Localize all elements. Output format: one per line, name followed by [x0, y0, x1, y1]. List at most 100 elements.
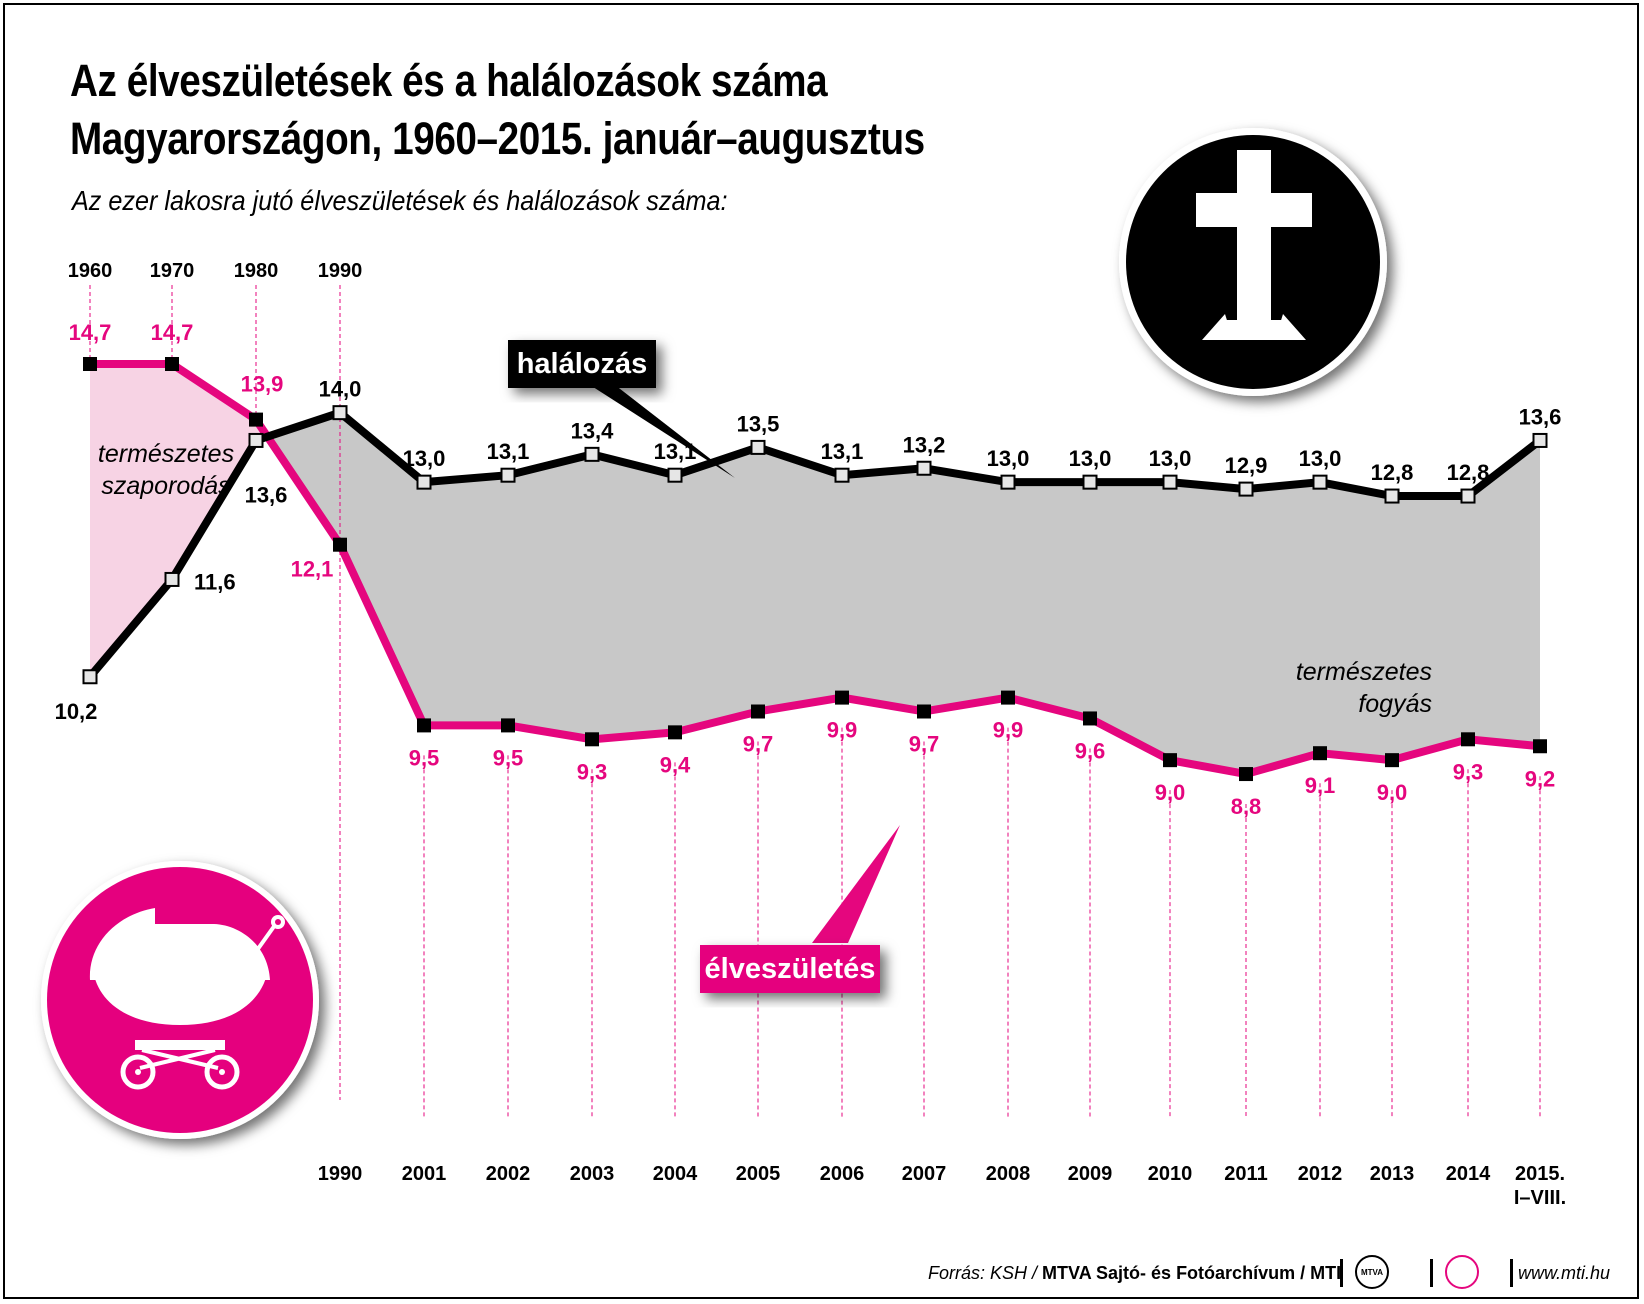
births-value-label: 9,9: [993, 718, 1024, 743]
births-value-label: 9,3: [1453, 759, 1484, 784]
deaths-point: [164, 571, 180, 587]
bottom-axis-label: 2005: [736, 1163, 781, 1185]
top-axis-label: 1980: [234, 260, 279, 282]
births-point: [1001, 690, 1015, 705]
deaths-point: [1162, 474, 1178, 490]
deaths-point: [248, 432, 264, 448]
deaths-value-label: 12,9: [1225, 453, 1268, 478]
elveszuletes-callout: élveszületés: [700, 825, 900, 993]
deaths-value-label: 13,6: [1519, 404, 1562, 429]
source-text: Forrás: KSH / MTVA Sajtó- és Fotóarchívu…: [928, 1263, 1341, 1284]
footer: Forrás: KSH / MTVA Sajtó- és Fotóarchívu…: [900, 1255, 1620, 1295]
deaths-value-label: 11,6: [194, 569, 236, 594]
natural-decrease-area: [267, 412, 1540, 775]
bottom-axis-label: 2014: [1446, 1163, 1491, 1185]
deaths-point: [1384, 488, 1400, 504]
births-value-label: 9,0: [1155, 780, 1186, 805]
deaths-value-label: 14,0: [319, 377, 362, 402]
bottom-axis-label: 2011: [1224, 1163, 1267, 1185]
deaths-point: [834, 467, 850, 483]
fogyas-label-2: fogyás: [1358, 690, 1432, 718]
births-point: [83, 357, 97, 371]
births-value-label: 14,7: [69, 320, 112, 345]
births-value-label: 9,0: [1377, 780, 1408, 805]
natural-increase-area: [90, 364, 268, 677]
bottom-axis-label: 2013: [1370, 1163, 1415, 1185]
footer-separator: [1340, 1259, 1343, 1287]
births-point: [1163, 753, 1177, 768]
births-point: [835, 690, 849, 705]
deaths-point: [1082, 474, 1098, 490]
deaths-value-label: 13,1: [821, 439, 864, 464]
births-value-label: 9,5: [493, 745, 524, 770]
births-point: [1083, 711, 1097, 726]
title-line-1: Az élveszületések és a halálozások száma: [70, 55, 828, 106]
births-point: [1313, 746, 1327, 761]
cross-shape: [1196, 150, 1312, 340]
deaths-point: [500, 467, 516, 483]
bottom-axis-label: 1990: [318, 1163, 363, 1185]
footer-separator: [1430, 1259, 1433, 1287]
births-value-label: 12,1: [291, 557, 334, 582]
deaths-value-label: 12,8: [1447, 460, 1490, 485]
bottom-axis-label: 2012: [1298, 1163, 1343, 1185]
footer-separator: [1510, 1259, 1513, 1287]
top-axis-label: 1960: [68, 260, 113, 282]
deaths-point: [1238, 481, 1254, 497]
deaths-value-label: 13,0: [1069, 446, 1112, 471]
births-point: [917, 704, 931, 719]
bottom-axis-label: 2015.: [1515, 1163, 1565, 1185]
births-point: [751, 704, 765, 719]
deaths-point: [1460, 488, 1476, 504]
deaths-value-label: 12,8: [1371, 460, 1414, 485]
halalozas-callout: halálozás: [508, 340, 735, 478]
births-point: [1533, 739, 1547, 754]
bottom-axis-label: 2004: [653, 1163, 698, 1185]
births-value-label: 9,4: [660, 752, 691, 777]
website-link[interactable]: www.mti.hu: [1517, 1263, 1610, 1283]
halalozas-label: halálozás: [517, 348, 648, 380]
births-point: [668, 725, 682, 740]
deaths-value-label: 13,1: [487, 439, 530, 464]
bottom-axis-label: 2001: [402, 1163, 447, 1185]
births-point: [1461, 732, 1475, 747]
deaths-point: [332, 405, 348, 421]
source-prefix: Forrás: KSH /: [928, 1263, 1038, 1283]
bottom-axis-label: 2008: [986, 1163, 1031, 1185]
births-point: [585, 732, 599, 747]
births-value-label: 9,2: [1525, 766, 1556, 791]
births-value-label: 9,1: [1305, 773, 1336, 798]
births-value-label: 9,3: [577, 759, 608, 784]
title-line-2: Magyarországon, 1960–2015. január–augusz…: [70, 113, 925, 164]
births-value-label: 8,8: [1231, 794, 1262, 819]
deaths-point: [1312, 474, 1328, 490]
births-value-label: 9,5: [409, 745, 440, 770]
deaths-value-label: 13,6: [245, 482, 288, 507]
deaths-value-label: 10,2: [55, 699, 98, 724]
births-value-label: 9,9: [827, 718, 858, 743]
bottom-axis-label: 2006: [820, 1163, 865, 1185]
bottom-axis-label: 2003: [570, 1163, 615, 1185]
bottom-axis-label: 2010: [1148, 1163, 1193, 1185]
deaths-value-label: 13,0: [987, 446, 1030, 471]
deaths-value-label: 13,4: [571, 418, 615, 443]
mti-logo: [1445, 1255, 1479, 1289]
bottom-axis-label: 2009: [1068, 1163, 1113, 1185]
chart-subtitle: Az ezer lakosra jutó élveszületések és h…: [72, 185, 728, 216]
deaths-value-label: 13,0: [403, 446, 446, 471]
births-value-label: 9,7: [909, 732, 940, 757]
deaths-point: [916, 460, 932, 476]
bottom-axis-label: I–VIII.: [1514, 1187, 1566, 1209]
deaths-point: [416, 474, 432, 490]
source-bold: MTVA Sajtó- és Fotóarchívum / MTI: [1042, 1263, 1342, 1283]
bottom-axis-label: 2007: [902, 1163, 947, 1185]
births-value-label: 9,7: [743, 732, 774, 757]
chart-frame: [3, 3, 1639, 1299]
top-axis-label: 1970: [150, 260, 195, 282]
deaths-value-label: 13,2: [903, 432, 946, 457]
szaporodas-label-2: szaporodás: [101, 472, 230, 500]
deaths-point: [82, 669, 98, 685]
carriage-shape: [89, 908, 285, 1090]
deaths-point: [667, 467, 683, 483]
